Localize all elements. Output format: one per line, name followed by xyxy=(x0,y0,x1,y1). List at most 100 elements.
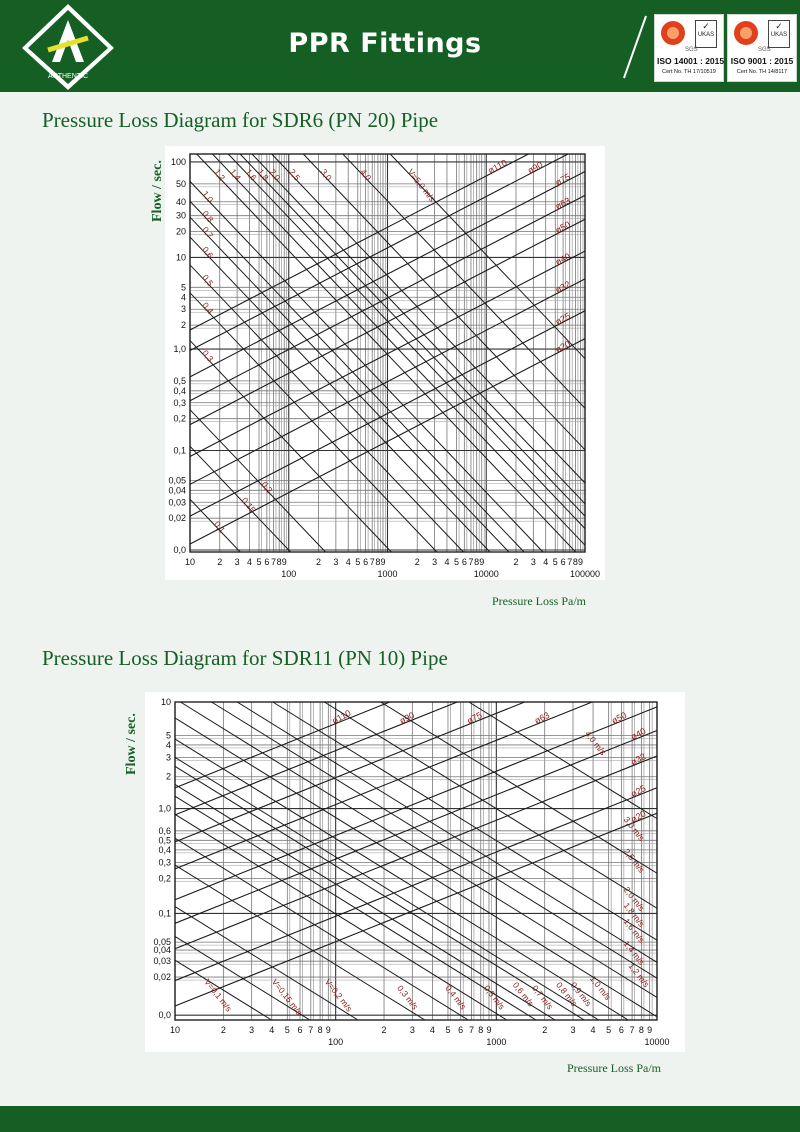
divider-slash xyxy=(623,15,647,79)
x-tick-label: 10 xyxy=(170,1025,180,1035)
x-tick-label: 2 xyxy=(542,1025,547,1035)
page-title: PPR Fittings xyxy=(288,28,482,59)
diameter-series-line xyxy=(174,755,658,950)
iso-label: ISO 9001 : 2015 xyxy=(730,56,794,66)
diameter-series-line xyxy=(174,701,593,870)
diameter-series-line xyxy=(189,194,586,402)
velocity-series-line xyxy=(189,340,392,553)
x-tick-label: 2 xyxy=(415,557,420,567)
chart2-ylabel: Flow / sec. xyxy=(124,713,139,775)
diameter-series-line xyxy=(174,787,658,982)
y-tick-label: 0,04 xyxy=(153,945,171,955)
y-tick-label: 30 xyxy=(176,211,186,221)
x-tick-label: 3 xyxy=(249,1025,254,1035)
y-tick-label: 0,6 xyxy=(158,826,171,836)
chart1-xlabel: Pressure Loss Pa/m xyxy=(492,594,586,608)
x-tick-label: 10000 xyxy=(644,1037,669,1047)
x-tick-label: 8 xyxy=(277,557,282,567)
y-tick-label: 0,5 xyxy=(158,835,171,845)
velocity-series-line xyxy=(174,906,359,1021)
velocity-series-line xyxy=(324,701,658,909)
x-tick-label: 4 xyxy=(591,1025,596,1035)
diameter-series-line xyxy=(174,701,458,816)
velocity-series-line xyxy=(189,409,326,553)
y-tick-label: 0,2 xyxy=(173,414,186,424)
x-tick-label: 8 xyxy=(375,557,380,567)
velocity-series-line xyxy=(211,701,658,979)
x-tick-label: 9 xyxy=(326,1025,331,1035)
x-tick-label: 2 xyxy=(513,557,518,567)
diameter-series-line xyxy=(189,153,569,352)
y-tick-label: 0,1 xyxy=(158,908,171,918)
y-tick-label: 0,05 xyxy=(153,937,171,947)
x-tick-label: 8 xyxy=(639,1025,644,1035)
y-tick-label: 1,0 xyxy=(158,804,171,814)
cert-number: Cert No. TH 17/10519 xyxy=(662,69,716,75)
velocity-series-line xyxy=(189,236,491,553)
diameter-series-line xyxy=(189,310,586,517)
y-tick-label: 0,5 xyxy=(173,376,186,386)
velocity-series-line xyxy=(271,153,586,484)
x-tick-label: 10 xyxy=(185,557,195,567)
x-tick-label: 8 xyxy=(573,557,578,567)
x-tick-label: 9 xyxy=(578,557,583,567)
velocity-series-line xyxy=(196,153,577,553)
x-tick-label: 4 xyxy=(543,557,548,567)
velocity-series-line xyxy=(174,936,311,1021)
velocity-series-line xyxy=(236,701,658,963)
y-tick-label: 0,4 xyxy=(158,845,171,855)
x-tick-label: 2 xyxy=(382,1025,387,1035)
velocity-series-line xyxy=(174,783,556,1021)
velocity-series-line xyxy=(174,717,658,1018)
diameter-series-line xyxy=(174,701,390,789)
sgs-logo-icon xyxy=(734,21,758,45)
iso-14001-badge: ✓ UKAS SGS ISO 14001 : 2015 Cert No. TH 1… xyxy=(654,14,724,82)
x-tick-label: 3 xyxy=(570,1025,575,1035)
x-tick-label: 4 xyxy=(269,1025,274,1035)
footer-bar xyxy=(0,1106,800,1132)
velocity-series-line xyxy=(189,292,438,553)
x-tick-label: 6 xyxy=(462,557,467,567)
velocity-series-line xyxy=(251,153,586,505)
x-tick-label: 2 xyxy=(217,557,222,567)
x-tick-label: 5 xyxy=(285,1025,290,1035)
x-tick-label: 6 xyxy=(561,557,566,567)
velocity-series-line xyxy=(468,701,658,820)
y-tick-label: 0,04 xyxy=(168,485,186,495)
velocity-series-line xyxy=(272,701,658,941)
velocity-series-line xyxy=(189,216,510,553)
x-tick-label: 3 xyxy=(432,557,437,567)
x-tick-label: 2 xyxy=(316,557,321,567)
y-tick-label: 100 xyxy=(171,157,186,167)
y-tick-label: 50 xyxy=(176,179,186,189)
chart2-xlabel: Pressure Loss Pa/m xyxy=(567,1061,661,1075)
plot-frame xyxy=(189,153,586,553)
y-tick-label: 10 xyxy=(176,252,186,262)
velocity-series-line xyxy=(189,181,544,553)
y-tick-label: 0,02 xyxy=(153,972,171,982)
x-tick-label: 7 xyxy=(468,557,473,567)
y-tick-label: 20 xyxy=(176,227,186,237)
diameter-series-line xyxy=(174,730,658,924)
header-divider xyxy=(0,92,800,98)
x-tick-label: 5 xyxy=(454,557,459,567)
x-tick-label: 7 xyxy=(271,557,276,567)
x-tick-label: 8 xyxy=(318,1025,323,1035)
x-tick-label: 5 xyxy=(606,1025,611,1035)
y-tick-label: 1,0 xyxy=(173,344,186,354)
sgs-logo-icon xyxy=(661,21,685,45)
diameter-series-line xyxy=(174,812,658,1007)
x-tick-label: 9 xyxy=(647,1025,652,1035)
sgs-label: SGS xyxy=(758,47,771,53)
x-tick-label: 4 xyxy=(346,557,351,567)
y-tick-label: 4 xyxy=(181,292,186,302)
y-tick-label: 10 xyxy=(161,697,171,707)
x-tick-label: 3 xyxy=(410,1025,415,1035)
x-tick-label: 7 xyxy=(308,1025,313,1035)
x-tick-label: 9 xyxy=(479,557,484,567)
x-tick-label: 3 xyxy=(531,557,536,567)
velocity-series-line xyxy=(174,765,585,1021)
x-tick-label: 4 xyxy=(247,557,252,567)
y-tick-label: 0,3 xyxy=(158,858,171,868)
